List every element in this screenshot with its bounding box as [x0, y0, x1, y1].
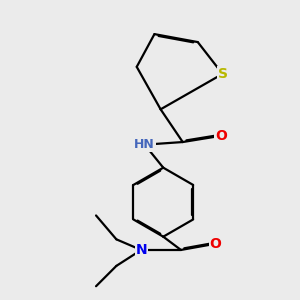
Text: S: S — [218, 67, 227, 81]
Text: HN: HN — [134, 138, 155, 151]
Text: N: N — [135, 243, 147, 257]
Text: O: O — [209, 237, 221, 251]
Text: O: O — [215, 129, 227, 143]
